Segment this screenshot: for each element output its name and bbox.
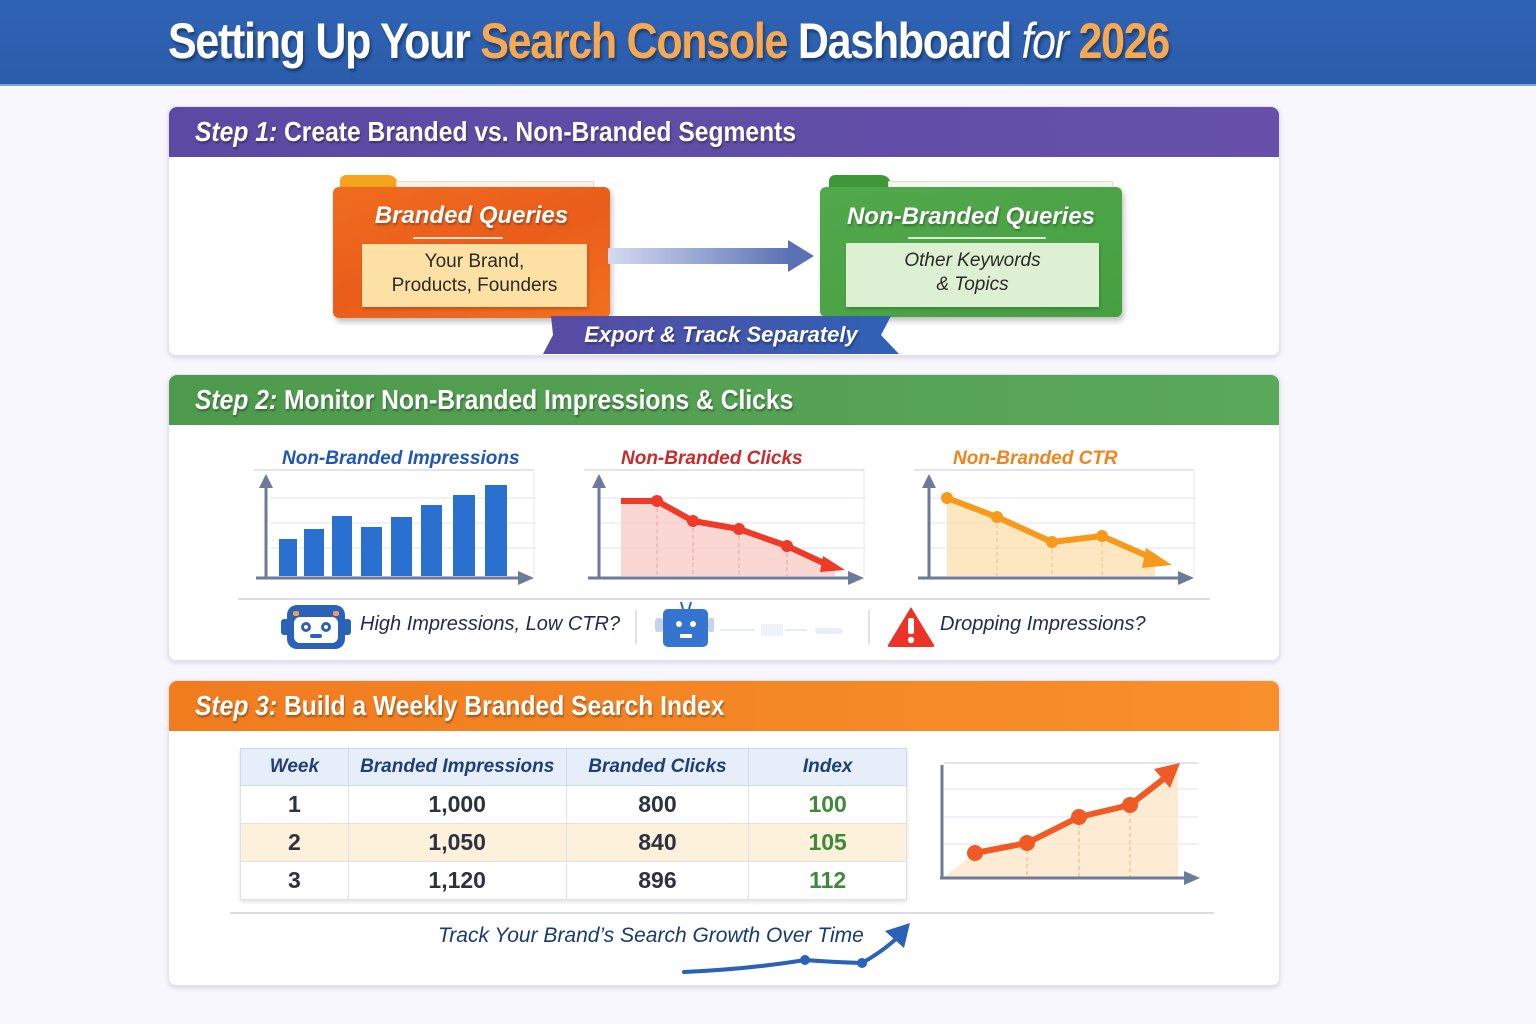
- col-branded-impressions: Branded Impressions: [347, 748, 567, 786]
- col-branded-clicks: Branded Clicks: [565, 748, 750, 786]
- table-row: 1 1,000 800 100: [240, 785, 907, 824]
- title-text-dashboard: Dashboard: [787, 13, 1022, 69]
- growth-arrow-icon: [682, 923, 910, 974]
- alert-divider-2: [868, 610, 870, 644]
- cell-index: 112: [748, 861, 907, 900]
- nonbranded-folder-rule: [908, 237, 1046, 239]
- step3-divider: [230, 912, 1214, 914]
- alert-dropping-impressions: Dropping Impressions?: [940, 613, 1146, 635]
- nonbranded-queries-folder[interactable]: Non-Branded Queries Other Keywords & Top…: [820, 187, 1122, 317]
- cell-impressions: 1,000: [347, 785, 567, 824]
- step2-divider: [238, 598, 1210, 600]
- step2-header: Step 2: Monitor Non-Branded Impressions …: [169, 375, 1279, 425]
- step3-title: Build a Weekly Branded Search Index: [277, 690, 725, 721]
- cell-impressions: 1,050: [347, 823, 567, 862]
- nonbranded-folder-note: Other Keywords & Topics: [846, 243, 1099, 307]
- cell-clicks: 896: [565, 861, 750, 900]
- step1-title: Create Branded vs. Non-Branded Segments: [277, 116, 797, 147]
- title-text-for: for: [1021, 13, 1069, 69]
- alert-divider-1: [635, 610, 637, 644]
- branded-growth-chart: [940, 762, 1200, 885]
- step1-label: Step 1:: [195, 116, 278, 147]
- clicks-line-chart: [584, 469, 866, 585]
- cell-week: 2: [240, 823, 349, 862]
- cell-week: 3: [240, 861, 349, 900]
- title-accent-year: 2026: [1067, 13, 1170, 69]
- impressions-bar-chart: [254, 469, 536, 585]
- table-row: 2 1,050 840 105: [240, 823, 907, 862]
- robot-icon: [281, 605, 351, 649]
- ctr-line-chart: [914, 469, 1196, 585]
- cell-clicks: 800: [565, 785, 750, 824]
- col-index: Index: [748, 748, 907, 786]
- title-accent-search-console: Search Console: [480, 13, 788, 69]
- table-header-row: Week Branded Impressions Branded Clicks …: [240, 748, 907, 786]
- branded-note-line2: Products, Founders: [391, 275, 558, 296]
- branded-folder-note: Your Brand, Products, Founders: [362, 244, 587, 307]
- branded-note-line1: Your Brand,: [424, 251, 525, 272]
- step3-label: Step 3:: [195, 690, 278, 721]
- impressions-chart-title: Non-Branded Impressions: [282, 448, 520, 469]
- col-week: Week: [240, 748, 349, 786]
- track-growth-caption: Track Your Brand’s Search Growth Over Ti…: [438, 924, 864, 947]
- alert-high-impressions-low-ctr: High Impressions, Low CTR?: [360, 613, 621, 635]
- title-text: Setting Up Your: [168, 13, 481, 69]
- title-banner: Setting Up Your Search Console Dashboard…: [0, 0, 1536, 86]
- branded-folder-title: Branded Queries: [374, 202, 569, 229]
- step2-title: Monitor Non-Branded Impressions & Clicks: [277, 384, 794, 415]
- branded-index-table: Week Branded Impressions Branded Clicks …: [240, 748, 907, 900]
- nonbranded-note-line1: Other Keywords: [904, 250, 1041, 271]
- ctr-chart-title: Non-Branded CTR: [953, 448, 1118, 469]
- clicks-chart-title: Non-Branded Clicks: [621, 448, 803, 469]
- step2-card: Step 2: Monitor Non-Branded Impressions …: [168, 374, 1280, 661]
- nonbranded-note-line2: & Topics: [936, 274, 1009, 295]
- warning-triangle-icon: [887, 607, 935, 647]
- cell-index: 100: [748, 785, 907, 824]
- cell-impressions: 1,120: [347, 861, 567, 900]
- page-title: Setting Up Your Search Console Dashboard…: [168, 12, 1170, 70]
- cell-week: 1: [240, 785, 349, 824]
- cell-clicks: 840: [565, 823, 750, 862]
- table-row: 3 1,120 896 112: [240, 861, 907, 900]
- arrow-right-icon: [608, 240, 814, 272]
- branded-folder-rule: [413, 237, 503, 239]
- export-track-label: Export & Track Separately: [584, 322, 858, 347]
- nonbranded-folder-title: Non-Branded Queries: [846, 203, 1096, 230]
- step1-header: Step 1: Create Branded vs. Non-Branded S…: [169, 107, 1279, 157]
- robot-small-icon: [655, 601, 843, 647]
- cell-index: 105: [748, 823, 907, 862]
- step3-header: Step 3: Build a Weekly Branded Search In…: [169, 681, 1279, 731]
- step2-label: Step 2:: [195, 384, 278, 415]
- export-ribbon: [543, 316, 899, 354]
- branded-queries-folder[interactable]: Branded Queries Your Brand, Products, Fo…: [333, 187, 610, 318]
